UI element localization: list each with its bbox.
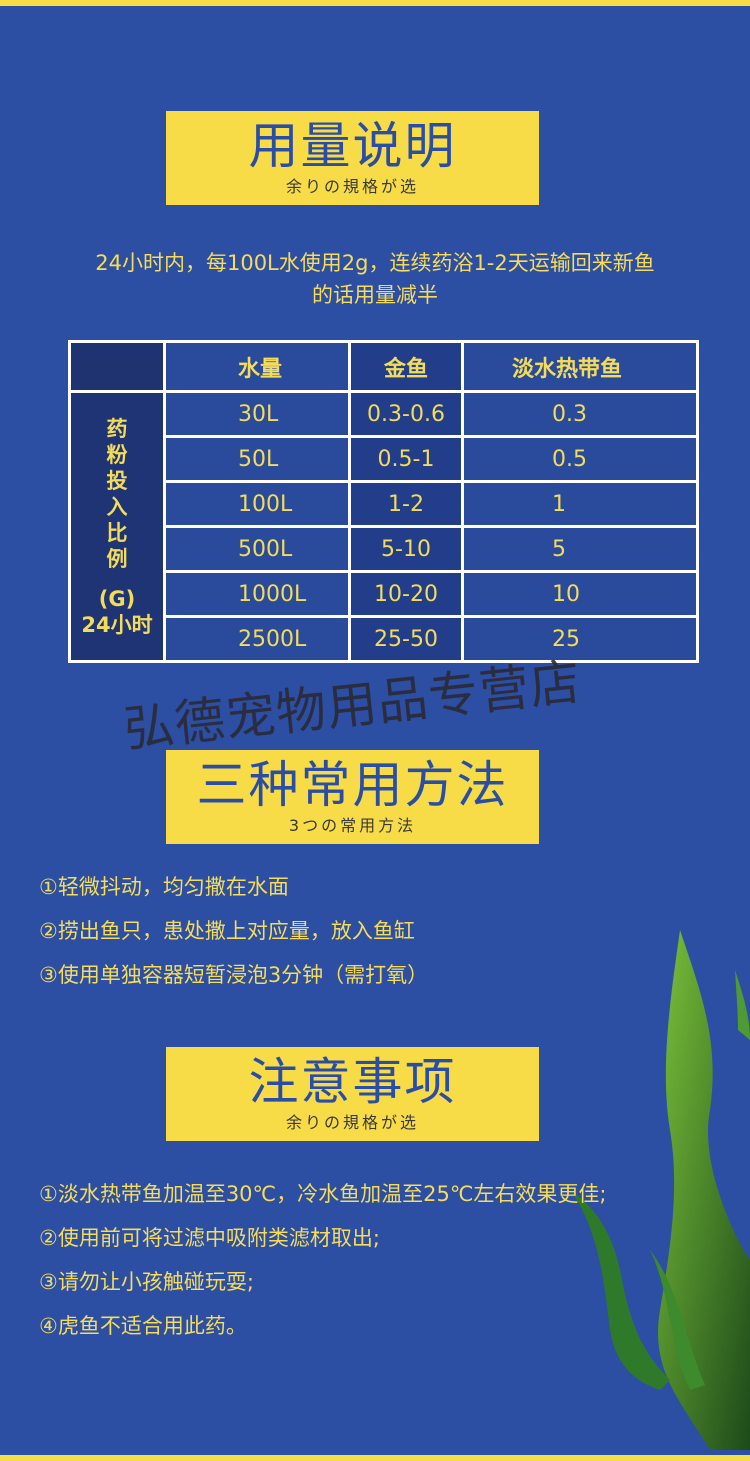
header-cell: 水量 <box>163 340 351 393</box>
water-volume-cell: 30L <box>163 390 351 438</box>
water-volume-cell: 2500L <box>163 615 351 663</box>
side-label-unit: (G) <box>98 586 136 611</box>
seaweed-image <box>570 930 750 1450</box>
table-header-row: 水量 金鱼 淡水热带鱼 <box>68 340 699 393</box>
subtitle: 余りの規格が选 <box>285 177 419 196</box>
header-cell: 淡水热带鱼 <box>461 340 699 393</box>
subtitle: 余りの規格が选 <box>285 1113 419 1132</box>
header-cell: 金鱼 <box>348 340 464 393</box>
table-row: 100L 1-2 1 <box>70 480 699 528</box>
section-title-methods: 三种常用方法 3つの常用方法 <box>166 750 539 844</box>
notes-list: ①淡水热带鱼加温至30℃，冷水鱼加温至25℃左右效果更佳; ②使用前可将过滤中吸… <box>39 1179 607 1355</box>
list-item: ②使用前可将过滤中吸附类滤材取出; <box>39 1226 380 1250</box>
table-row: 1000L 10-20 10 <box>70 570 699 618</box>
table-row: 药粉投入比例 (G) 24小时 30L 0.3-0.6 0.3 <box>68 390 699 663</box>
list-item: ①轻微抖动，均匀撒在水面 <box>39 875 289 899</box>
goldfish-dose-cell: 0.3-0.6 <box>348 390 464 438</box>
side-label-char: 粉 <box>106 442 128 467</box>
tropical-fish-dose-cell: 5 <box>461 525 699 573</box>
section-title-usage: 用量说明 余りの規格が选 <box>166 111 539 205</box>
corner-cell <box>68 340 166 393</box>
intro-line: 的话用量减半 <box>312 283 438 307</box>
goldfish-dose-cell: 10-20 <box>348 570 464 618</box>
list-item: ①淡水热带鱼加温至30℃，冷水鱼加温至25℃左右效果更佳; <box>39 1182 607 1206</box>
goldfish-dose-cell: 5-10 <box>348 525 464 573</box>
list-item: ③使用单独容器短暂浸泡3分钟（需打氧） <box>39 963 429 987</box>
water-volume-cell: 50L <box>163 435 351 483</box>
side-label-time: 24小时 <box>81 612 153 637</box>
top-border <box>0 0 750 6</box>
water-volume-cell: 500L <box>163 525 351 573</box>
side-label-char: 药 <box>106 416 128 441</box>
intro-line: 24小时内，每100L水使用2g，连续药浴1-2天运输回来新鱼 <box>95 251 655 275</box>
tropical-fish-dose-cell: 25 <box>461 615 699 663</box>
tropical-fish-dose-cell: 0.3 <box>461 390 699 438</box>
table-row: 500L 5-10 5 <box>70 525 699 573</box>
list-item: ④虎鱼不适合用此药。 <box>39 1314 247 1338</box>
list-item: ②捞出鱼只，患处撒上对应量，放入鱼缸 <box>39 919 415 943</box>
usage-intro: 24小时内，每100L水使用2g，连续药浴1-2天运输回来新鱼 的话用量减半 <box>0 247 750 311</box>
goldfish-dose-cell: 25-50 <box>348 615 464 663</box>
subtitle: 3つの常用方法 <box>288 816 417 835</box>
side-label-cell: 药粉投入比例 (G) 24小时 <box>68 390 166 663</box>
table-row: 2500L 25-50 25 <box>70 615 699 663</box>
water-volume-cell: 100L <box>163 480 351 528</box>
list-item: ③请勿让小孩触碰玩耍; <box>39 1270 254 1294</box>
tropical-fish-dose-cell: 1 <box>461 480 699 528</box>
title: 注意事项 <box>248 1053 457 1111</box>
tropical-fish-dose-cell: 10 <box>461 570 699 618</box>
side-label-char: 例 <box>106 546 128 571</box>
side-label-char: 投 <box>106 468 128 493</box>
title: 用量说明 <box>248 117 457 175</box>
dosage-table: 水量 金鱼 淡水热带鱼 药粉投入比例 (G) 24小时 30L 0.3-0.6 0.3 50… <box>68 340 699 663</box>
section-title-notes: 注意事项 余りの規格が选 <box>166 1047 539 1141</box>
table-row: 50L 0.5-1 0.5 <box>70 435 699 483</box>
goldfish-dose-cell: 0.5-1 <box>348 435 464 483</box>
methods-list: ①轻微抖动，均匀撒在水面 ②捞出鱼只，患处撒上对应量，放入鱼缸 ③使用单独容器短… <box>39 872 428 1004</box>
tropical-fish-dose-cell: 0.5 <box>461 435 699 483</box>
side-label-char: 比 <box>106 520 128 545</box>
side-label-char: 入 <box>106 494 128 519</box>
water-volume-cell: 1000L <box>163 570 351 618</box>
title: 三种常用方法 <box>196 756 509 814</box>
goldfish-dose-cell: 1-2 <box>348 480 464 528</box>
bottom-border <box>0 1455 750 1461</box>
